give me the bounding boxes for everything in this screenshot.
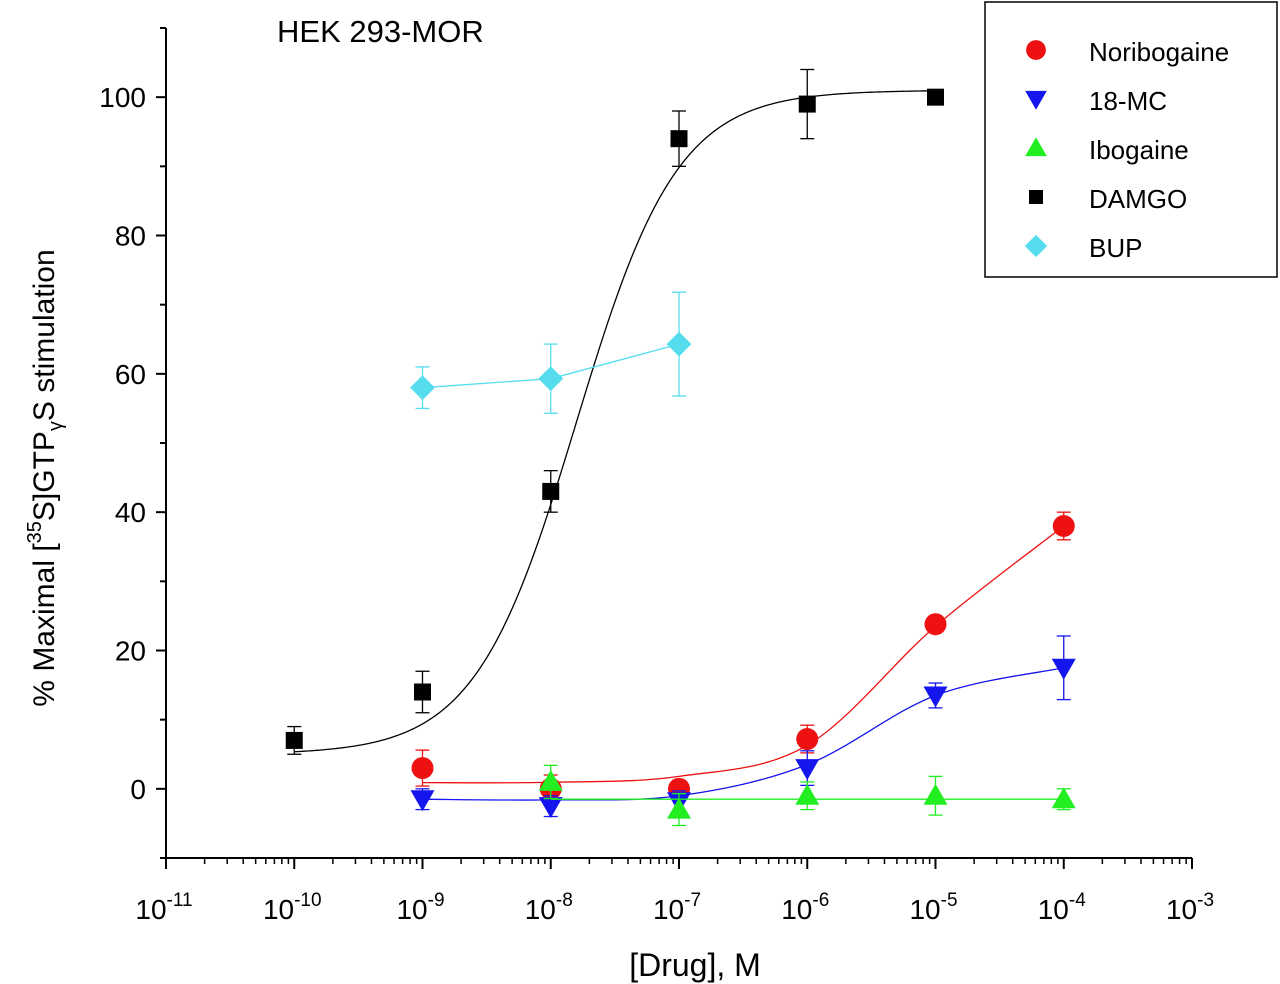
data-point	[798, 95, 816, 113]
data-point	[414, 683, 431, 701]
legend-marker	[1025, 137, 1047, 157]
legend-item: Noribogaine	[1026, 37, 1229, 67]
series-ibogaine	[538, 764, 1076, 827]
data-point	[795, 783, 820, 805]
legend-marker	[1025, 90, 1047, 110]
data-point	[538, 797, 563, 819]
data-point	[924, 613, 947, 636]
data-point	[410, 790, 435, 812]
fit-curve	[294, 90, 941, 753]
axes: 0 20 40 60 80 100 10-11 10-10 10-9 10-8 10-7 10-6 10…	[99, 27, 1214, 925]
x-tick-label: 10-6	[781, 890, 829, 925]
x-axis-label: [Drug], M	[629, 947, 761, 983]
data-point	[411, 757, 434, 780]
legend-label: Ibogaine	[1089, 135, 1189, 165]
y-axis-label: % Maximal [35S]GTPγS stimulation	[24, 249, 67, 706]
legend-label: 18-MC	[1089, 86, 1167, 116]
x-tick-label: 10-4	[1038, 890, 1086, 925]
data-point	[796, 728, 819, 751]
legend-item: 18-MC	[1025, 86, 1167, 116]
y-tick-label: 80	[115, 221, 146, 252]
x-tick-label: 10-7	[653, 890, 701, 925]
chart-title: HEK 293-MOR	[277, 14, 484, 49]
legend-item: Ibogaine	[1025, 135, 1189, 165]
data-point	[927, 88, 944, 106]
data-point	[667, 797, 691, 819]
legend-label: Noribogaine	[1089, 37, 1229, 67]
legend-marker	[1029, 190, 1043, 204]
series-layer	[285, 68, 1076, 827]
data-point	[542, 482, 560, 500]
y-tick-label: 20	[115, 636, 146, 667]
data-point	[923, 783, 948, 805]
series-damgo	[285, 68, 944, 755]
data-point	[285, 731, 303, 749]
data-point	[1051, 658, 1076, 680]
series-bup	[410, 291, 692, 414]
y-axis-label-text: % Maximal [35S]GTPγS stimulation	[24, 249, 67, 706]
legend-item: BUP	[1024, 233, 1142, 263]
x-tick-label: 10-11	[135, 890, 192, 925]
x-tick-label: 10-8	[525, 890, 573, 925]
y-tick-label: 60	[115, 359, 146, 390]
legend-label: BUP	[1089, 233, 1142, 263]
legend-marker	[1024, 234, 1048, 258]
series-18-mc	[410, 635, 1076, 819]
data-point	[666, 331, 692, 357]
legend-label: DAMGO	[1089, 184, 1187, 214]
legend-marker	[1026, 40, 1046, 60]
data-point	[1051, 787, 1076, 809]
y-tick-label: 100	[99, 82, 146, 113]
data-point	[538, 366, 564, 392]
x-tick-label: 10-9	[396, 890, 444, 925]
fit-curve	[422, 667, 1064, 801]
legend-item: DAMGO	[1029, 184, 1187, 214]
data-point	[410, 375, 435, 401]
series-noribogaine	[411, 511, 1075, 804]
data-point	[1052, 515, 1075, 537]
x-tick-label: 10-10	[263, 890, 322, 925]
data-point	[538, 769, 563, 791]
data-point	[670, 130, 688, 148]
y-tick-label: 40	[115, 497, 146, 528]
data-point	[923, 686, 948, 708]
x-tick-label: 10-3	[1166, 890, 1214, 925]
y-tick-label: 0	[130, 774, 146, 805]
legend: Noribogaine 18-MC Ibogaine DAMGO BUP	[984, 1, 1278, 278]
x-tick-label: 10-5	[909, 890, 957, 925]
data-point	[795, 759, 820, 781]
fit-curve	[422, 525, 1065, 784]
